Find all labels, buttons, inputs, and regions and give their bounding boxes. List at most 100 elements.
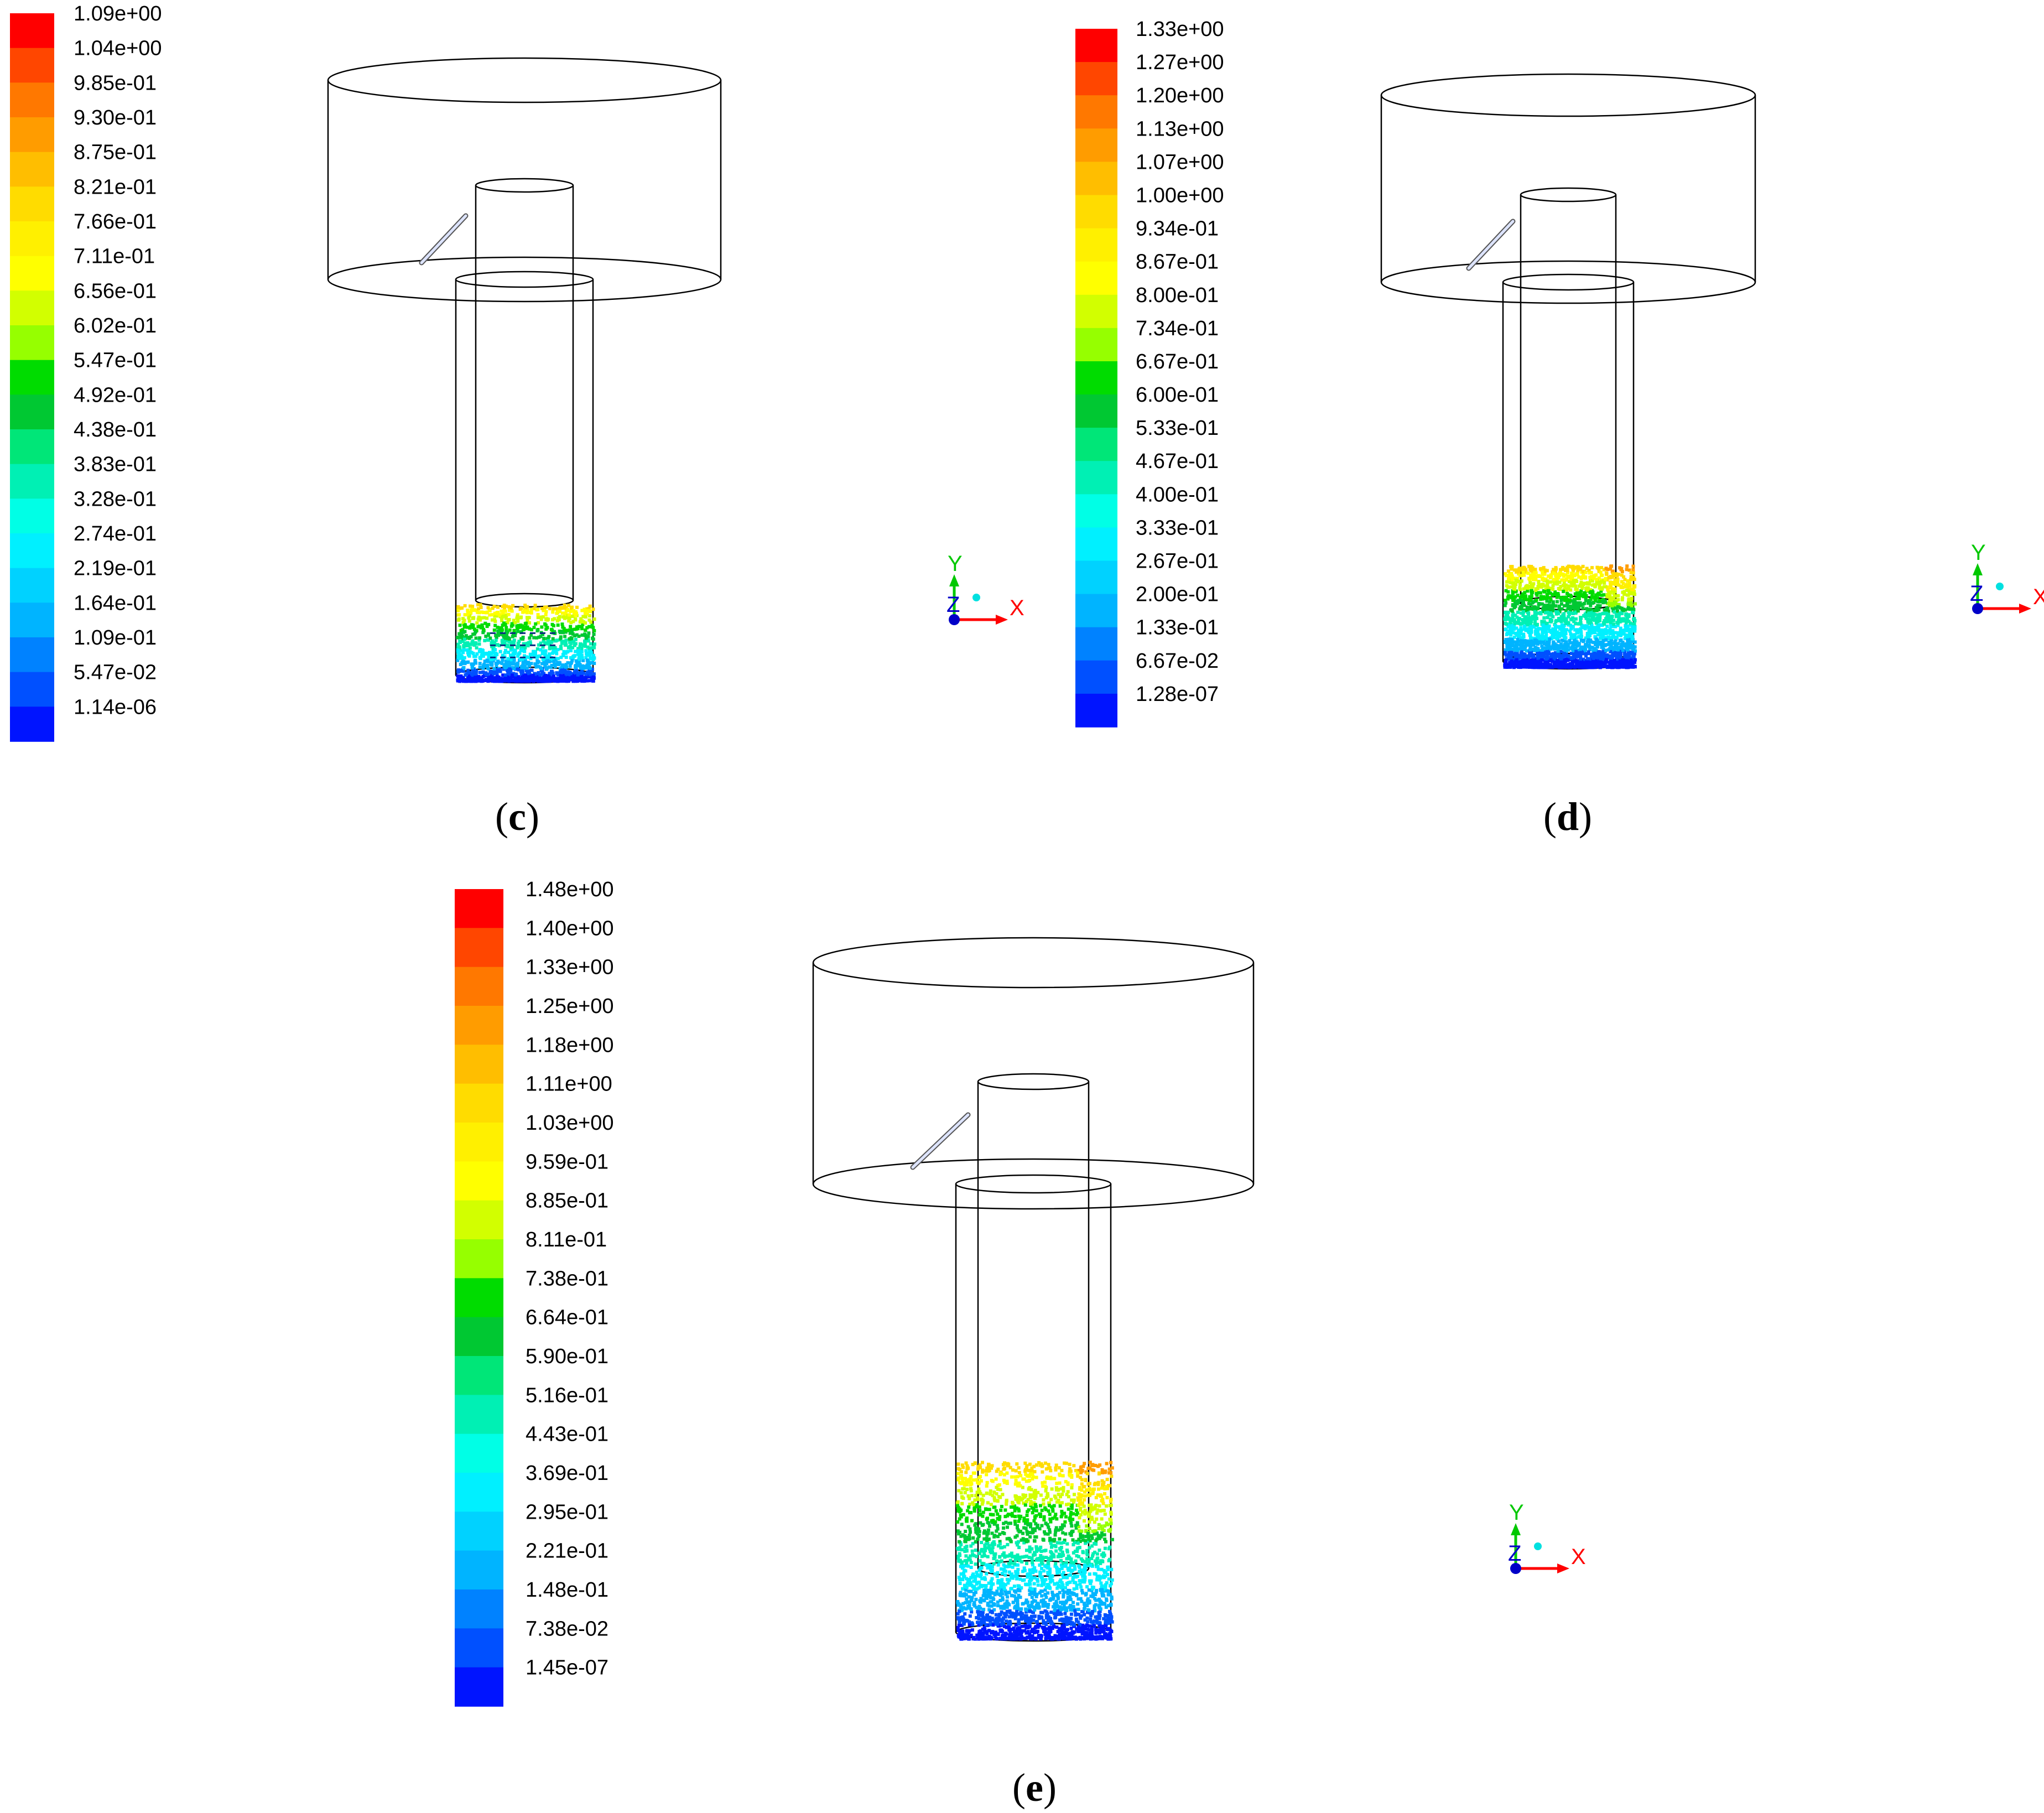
legend-swatch bbox=[10, 82, 54, 118]
legend-value: 1.11e+00 bbox=[526, 1073, 612, 1096]
x-arrow-head bbox=[2019, 604, 2031, 614]
legend-swatch bbox=[1075, 128, 1117, 163]
legend-swatch bbox=[10, 672, 54, 708]
upper-chamber-top-rim bbox=[1380, 73, 1756, 117]
inlet-slot-inner bbox=[911, 1113, 970, 1169]
x-axis-label: X bbox=[1571, 1545, 1586, 1569]
legend-swatch bbox=[455, 967, 503, 1006]
legend-swatch bbox=[455, 1278, 503, 1318]
legend-value: 2.95e-01 bbox=[526, 1500, 608, 1524]
inner-tube-top-rim bbox=[475, 178, 574, 193]
legend-value: 1.45e-07 bbox=[526, 1656, 608, 1680]
inner-tube bbox=[475, 178, 574, 608]
legend-value: 1.20e+00 bbox=[1136, 84, 1224, 107]
inner-tube-top-rim bbox=[977, 1073, 1090, 1090]
legend-swatch bbox=[455, 1123, 503, 1162]
legend-swatch bbox=[1075, 394, 1117, 428]
x-arrow-head bbox=[1557, 1563, 1569, 1573]
legend-swatch bbox=[455, 1317, 503, 1357]
legend-swatch bbox=[455, 1667, 503, 1707]
legend-swatch bbox=[1075, 527, 1117, 562]
legend-value: 1.13e+00 bbox=[1136, 117, 1224, 141]
legend-value: 1.33e+00 bbox=[526, 956, 614, 979]
legend-value: 9.34e-01 bbox=[1136, 217, 1219, 241]
legend-value: 6.67e-01 bbox=[1136, 350, 1219, 373]
z-axis-dot bbox=[1510, 1563, 1521, 1574]
legend-value: 3.28e-01 bbox=[74, 487, 157, 511]
y-arrow-head bbox=[1511, 1523, 1521, 1535]
legend-value: 8.00e-01 bbox=[1136, 284, 1219, 307]
legend-value: 7.11e-01 bbox=[74, 245, 155, 268]
legend-swatch bbox=[10, 498, 54, 534]
x-arrow-head bbox=[996, 615, 1008, 625]
legend-value: 3.33e-01 bbox=[1136, 516, 1219, 539]
reactor-geometry bbox=[1380, 73, 1756, 670]
upper-chamber-top-rim bbox=[327, 57, 722, 103]
legend-value: 1.25e+00 bbox=[526, 995, 614, 1018]
legend-swatch bbox=[1075, 62, 1117, 96]
legend-value: 7.34e-01 bbox=[1136, 317, 1219, 340]
legend-value: 5.33e-01 bbox=[1136, 417, 1219, 440]
legend-value: 5.47e-01 bbox=[74, 349, 157, 372]
legend-swatch bbox=[1075, 461, 1117, 495]
outer-tube-top-rim bbox=[1502, 273, 1635, 291]
legend-value: 1.48e-01 bbox=[526, 1578, 608, 1602]
legend-value: 2.67e-01 bbox=[1136, 550, 1219, 573]
legend-value: 2.21e-01 bbox=[526, 1540, 608, 1563]
legend-swatch bbox=[455, 1550, 503, 1590]
legend-value: 9.85e-01 bbox=[74, 71, 157, 95]
legend-swatch bbox=[455, 1511, 503, 1551]
legend-value: 1.33e+00 bbox=[1136, 18, 1224, 41]
legend-swatch bbox=[10, 637, 54, 673]
legend-swatch bbox=[10, 568, 54, 604]
legend-value: 4.00e-01 bbox=[1136, 483, 1219, 506]
legend-swatch bbox=[455, 1239, 503, 1279]
legend-swatch bbox=[10, 429, 54, 465]
legend-value: 1.27e+00 bbox=[1136, 51, 1224, 74]
legend-swatch bbox=[455, 889, 503, 929]
legend-value: 2.74e-01 bbox=[74, 522, 157, 546]
legend-swatch bbox=[10, 707, 54, 742]
legend-swatch bbox=[455, 1083, 503, 1123]
legend-swatch bbox=[1075, 428, 1117, 461]
legend-value: 4.67e-01 bbox=[1136, 450, 1219, 473]
panel-caption: (e) bbox=[1012, 1765, 1057, 1810]
legend-value: 5.90e-01 bbox=[526, 1345, 608, 1368]
inner-tube bbox=[1520, 187, 1617, 611]
x-axis-label: X bbox=[1010, 596, 1024, 620]
inlet-slot-inner bbox=[420, 214, 467, 264]
reactor-geometry bbox=[327, 57, 722, 684]
upper-chamber-top-rim bbox=[812, 937, 1255, 989]
legend-swatch bbox=[1075, 627, 1117, 661]
upper-chamber bbox=[812, 937, 1255, 1210]
legend-value: 8.11e-01 bbox=[526, 1228, 607, 1251]
legend-value: 1.09e-01 bbox=[74, 626, 157, 650]
legend-value: 4.43e-01 bbox=[526, 1423, 608, 1446]
legend-swatch bbox=[455, 1473, 503, 1513]
legend-value: 1.18e+00 bbox=[526, 1033, 614, 1057]
legend-swatch bbox=[1075, 195, 1117, 229]
particle-bed bbox=[1503, 564, 1637, 669]
legend-value: 6.67e-02 bbox=[1136, 650, 1219, 673]
legend-swatch bbox=[1075, 294, 1117, 329]
legend-value: 3.83e-01 bbox=[74, 453, 157, 476]
legend-value: 1.28e-07 bbox=[1136, 683, 1219, 706]
color-legend: 1.09e+00 1.04e+00 9.85e-01 9.30e-01 8.75e-01… bbox=[10, 2, 162, 742]
origin-dot bbox=[1996, 583, 2004, 590]
legend-swatch bbox=[1075, 29, 1117, 63]
legend-value: 1.33e-01 bbox=[1136, 616, 1219, 640]
axis-triad: YZ X bbox=[946, 552, 1024, 625]
legend-swatch bbox=[455, 1045, 503, 1084]
legend-value: 8.75e-01 bbox=[74, 141, 157, 164]
legend-value: 1.00e+00 bbox=[1136, 184, 1224, 207]
legend-swatch bbox=[10, 602, 54, 638]
legend-swatch bbox=[455, 1395, 503, 1435]
legend-value: 8.21e-01 bbox=[74, 175, 157, 199]
legend-value: 6.02e-01 bbox=[74, 314, 157, 337]
legend-value: 2.19e-01 bbox=[74, 557, 157, 580]
z-axis-label: Z bbox=[946, 593, 960, 617]
panel-c: 1.09e+00 1.04e+00 9.85e-01 9.30e-01 8.75e-01… bbox=[10, 2, 1024, 839]
upper-chamber bbox=[1380, 73, 1756, 304]
legend-value: 6.56e-01 bbox=[74, 279, 157, 303]
